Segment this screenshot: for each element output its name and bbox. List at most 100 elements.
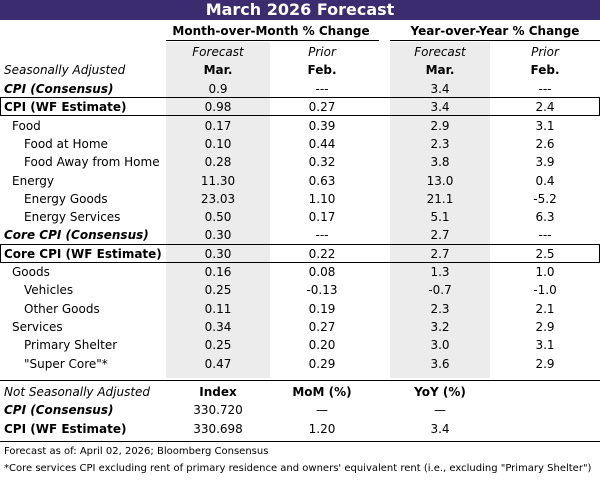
section-label: Not Seasonally Adjusted <box>4 385 151 399</box>
row-label: Food at Home <box>24 136 108 151</box>
cell: 0.29 <box>308 356 336 371</box>
cell: 0.19 <box>308 301 336 316</box>
subheader: Forecast <box>414 45 466 59</box>
cell: --- <box>315 82 329 96</box>
subheader: Forecast <box>192 45 244 59</box>
cell: 23.03 <box>200 191 236 206</box>
cell: 3.1 <box>535 338 555 353</box>
cell: 13.0 <box>426 173 454 188</box>
row-label: CPI (WF Estimate) <box>4 421 127 436</box>
row-label: "Super Core"* <box>24 356 108 371</box>
cell: 0.25 <box>204 283 232 298</box>
cell: 2.5 <box>535 246 555 261</box>
cell: 0.47 <box>204 356 232 371</box>
cell: 3.4 <box>430 100 450 115</box>
cell: 2.3 <box>430 136 450 151</box>
cell: -1.0 <box>533 283 557 298</box>
row-label: Goods <box>12 265 50 279</box>
cell: — <box>316 403 328 418</box>
cell: 0.27 <box>308 100 336 115</box>
header-underline <box>390 40 600 41</box>
row-label: Other Goods <box>24 301 100 316</box>
cell: 3.9 <box>535 155 555 170</box>
cell: 3.4 <box>430 421 450 436</box>
cell: 0.4 <box>535 173 555 188</box>
cell: 0.30 <box>204 228 232 243</box>
cell: 0.34 <box>204 319 232 334</box>
row-label: CPI (Consensus) <box>4 82 114 96</box>
cell: — <box>434 403 446 418</box>
cell: 6.3 <box>535 210 555 225</box>
cell: 0.22 <box>308 246 336 261</box>
cell: 2.6 <box>535 136 555 151</box>
cell: 0.9 <box>208 82 228 96</box>
subheader: Prior <box>308 45 336 59</box>
cell: 1.20 <box>308 421 336 436</box>
cell: 0.98 <box>204 100 232 115</box>
row-label: Energy Goods <box>24 191 108 206</box>
column-header: YoY (%) <box>414 385 466 399</box>
cell: 2.4 <box>535 100 555 115</box>
subheader: Mar. <box>203 63 233 77</box>
cell: 21.1 <box>426 191 454 206</box>
cell: 0.20 <box>308 338 336 353</box>
row-label: Services <box>12 319 63 334</box>
title-bar <box>0 0 600 20</box>
cell: 2.9 <box>430 118 450 133</box>
cell: 0.17 <box>204 118 232 133</box>
separator <box>0 441 600 442</box>
row-label: Energy Services <box>24 210 121 225</box>
row-label: Primary Shelter <box>24 338 118 353</box>
cell: 0.25 <box>204 338 232 353</box>
cell: 0.27 <box>308 319 336 334</box>
row-label: Food <box>12 118 41 133</box>
section-label: Seasonally Adjusted <box>4 63 126 77</box>
cell: 3.1 <box>535 118 555 133</box>
subheader: Feb. <box>307 63 337 77</box>
title: March 2026 Forecast <box>205 0 395 19</box>
footnote: *Core services CPI excluding rent of pri… <box>4 463 592 474</box>
cell: 1.3 <box>430 265 450 279</box>
cell: 0.63 <box>308 173 336 188</box>
cell: 2.9 <box>535 356 555 371</box>
cell: 330.720 <box>193 403 243 418</box>
cell: 2.7 <box>430 228 450 243</box>
row-label: CPI (Consensus) <box>4 403 114 418</box>
cell: 0.08 <box>308 265 336 279</box>
cell: 3.2 <box>430 319 450 334</box>
cell: 1.10 <box>308 191 336 206</box>
row-label: Core CPI (WF Estimate) <box>4 246 162 261</box>
cell: 0.17 <box>308 210 336 225</box>
cell: 2.7 <box>430 246 450 261</box>
cell: 2.9 <box>535 319 555 334</box>
cell: 0.10 <box>204 136 232 151</box>
subheader: Mar. <box>425 63 455 77</box>
cell: 0.11 <box>204 301 232 316</box>
cell: 3.8 <box>430 155 450 170</box>
cell: 3.0 <box>430 338 450 353</box>
header: Month-over-Month % Change <box>172 24 370 38</box>
cell: 0.16 <box>204 265 232 279</box>
cell: 0.32 <box>308 155 336 170</box>
cell: --- <box>315 228 329 243</box>
cell: 3.6 <box>430 356 450 371</box>
column-header: MoM (%) <box>292 385 352 399</box>
cell: 2.1 <box>535 301 555 316</box>
header-underline <box>166 40 379 41</box>
subheader: Feb. <box>530 63 560 77</box>
cell: 0.28 <box>204 155 232 170</box>
row-label: Food Away from Home <box>24 155 160 170</box>
column-header: Index <box>199 385 237 399</box>
cell: -0.7 <box>428 283 452 298</box>
cell: 2.3 <box>430 301 450 316</box>
cell: 0.44 <box>308 136 336 151</box>
cell: --- <box>538 228 552 243</box>
cell: --- <box>538 82 552 96</box>
row-label: Core CPI (Consensus) <box>4 228 149 243</box>
row-label: CPI (WF Estimate) <box>4 100 127 115</box>
separator <box>0 380 600 381</box>
cell: 3.4 <box>430 82 450 96</box>
header: Year-over-Year % Change <box>410 24 580 38</box>
cell: -5.2 <box>533 191 557 206</box>
